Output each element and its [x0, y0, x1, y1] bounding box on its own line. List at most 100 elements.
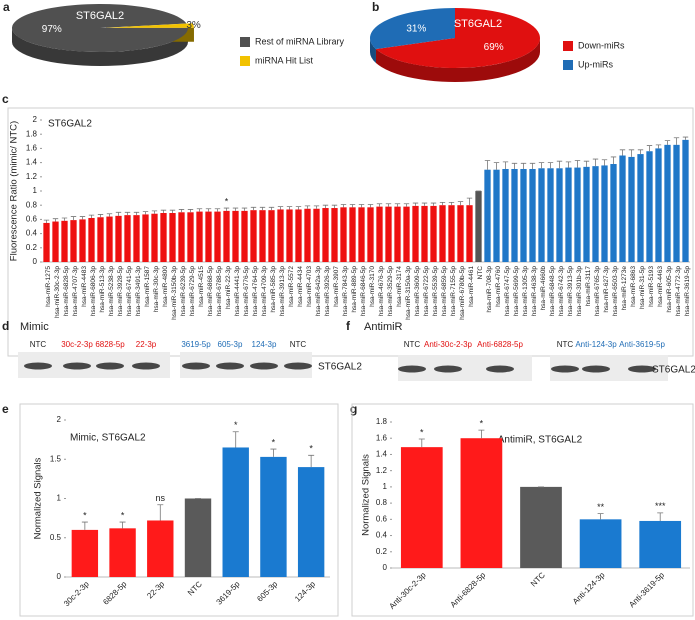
x-tick-label: hsa-miR-6776-5p [243, 266, 250, 317]
x-tick-label: hsa-miR-1273e [621, 266, 628, 311]
blot-band [582, 365, 610, 373]
error-bar [421, 202, 428, 206]
lane-label: Anti-3619-5p [619, 340, 665, 349]
x-tick-label: hsa-miR-4515 [198, 266, 205, 307]
legend-swatch [563, 41, 573, 51]
bar [259, 210, 266, 262]
bar [133, 215, 140, 262]
bar [160, 213, 167, 262]
error-bar [223, 207, 230, 211]
x-tick-label: hsa-miR-22-3p [225, 266, 232, 309]
error-bar [119, 521, 126, 529]
bar [214, 211, 221, 262]
error-bar [448, 201, 455, 206]
bar [260, 456, 287, 577]
error-bar [610, 156, 617, 165]
bar [79, 219, 86, 262]
error-bar [529, 162, 536, 169]
significance-label: ns [156, 493, 166, 503]
bar [358, 207, 365, 262]
blot-target: ST6GAL2 [652, 365, 695, 376]
blot-title: Mimic [20, 321, 49, 333]
x-tick-label: hsa-miR-585-3p [270, 266, 277, 313]
x-tick-label: hsa-miR-6747-5p [504, 266, 511, 317]
x-tick-label: hsa-miR-6848-5p [549, 266, 556, 317]
blot-band [486, 365, 514, 373]
error-bar [61, 217, 68, 221]
lane-label: NTC [557, 340, 574, 349]
bar [169, 213, 176, 262]
x-tick-label: hsa-miR-5572 [288, 266, 295, 307]
bar [142, 214, 149, 262]
x-tick-label: Anti-6828-5p [449, 570, 488, 609]
x-tick-label: hsa-miR-5539-5p [432, 266, 439, 317]
x-tick-label: hsa-miR-3174 [396, 266, 403, 307]
blot-title: AntimiR [364, 321, 403, 333]
x-tick-label: hsa-miR-6742-3p [558, 266, 565, 317]
x-tick-label: NTC [477, 266, 484, 280]
error-bar [250, 206, 257, 211]
blot-band [63, 362, 91, 370]
x-tick-label: hsa-miR-4660b [540, 266, 547, 311]
y-tick-label: 0.6 [26, 215, 38, 224]
bar [430, 205, 437, 262]
bar [484, 169, 491, 262]
x-tick-label: hsa-miR-6846-5p [360, 266, 367, 317]
error-bar [322, 204, 329, 209]
bar [147, 520, 174, 577]
blot-band [24, 362, 52, 370]
bar [367, 207, 374, 262]
y-tick-label: 0.5 [50, 533, 62, 542]
legend-label: Rest of miRNA Library [255, 36, 345, 46]
chart-title: Mimic, ST6GAL2 [70, 433, 146, 444]
bar [304, 208, 311, 262]
bar [502, 168, 509, 262]
error-bar [81, 521, 88, 530]
y-tick-label: 1 [33, 186, 38, 195]
blot-band [132, 362, 160, 370]
error-bar [478, 429, 485, 439]
error-bar [349, 204, 356, 208]
y-tick-label: 2 [33, 115, 38, 124]
bar [538, 168, 545, 262]
bar [295, 209, 302, 262]
lane-label: Anti-124-3p [575, 340, 617, 349]
x-tick-label: hsa-miR-4461 [468, 266, 475, 307]
error-bar [79, 216, 86, 220]
error-bar [385, 203, 392, 207]
x-tick-label: hsa-miR-5193 [648, 266, 655, 307]
bar [394, 206, 401, 262]
bar [579, 519, 622, 568]
bar [88, 217, 95, 262]
bar [340, 207, 347, 262]
blot-band [216, 362, 244, 370]
significance-label: *** [655, 501, 666, 511]
error-bar [547, 162, 554, 169]
y-tick-label: 0.8 [26, 200, 38, 209]
error-bar [142, 211, 149, 215]
bar [97, 217, 104, 262]
panel-letter: f [346, 319, 351, 333]
x-tick-label: hsa-miR-30c-2-3p [54, 266, 61, 318]
blot-band [182, 362, 210, 370]
y-tick-label: 1.6 [376, 433, 388, 442]
bar [71, 529, 99, 577]
pie-value-label: 3% [186, 20, 201, 31]
bar [376, 206, 383, 262]
y-tick-label: 1.4 [376, 450, 388, 459]
x-tick-label: hsa-miR-6788-5p [216, 266, 223, 317]
error-bar [556, 160, 563, 169]
legend-swatch [563, 60, 573, 70]
panel-letter: a [3, 0, 10, 14]
error-bar [358, 204, 365, 208]
y-tick-label: 1.8 [376, 417, 388, 426]
x-tick-label: hsa-miR-889-5p [351, 266, 358, 313]
x-tick-label: hsa-miR-3907 [333, 266, 340, 307]
x-tick-label: hsa-miR-301b-3p [576, 266, 583, 317]
x-tick-label: hsa-miR-1275 [45, 266, 52, 307]
x-tick-label: hsa-miR-1305-3p [522, 266, 529, 317]
error-bar [241, 207, 248, 211]
error-bar [597, 513, 604, 520]
bar [565, 167, 572, 262]
x-tick-label: 605-3p [255, 579, 279, 603]
